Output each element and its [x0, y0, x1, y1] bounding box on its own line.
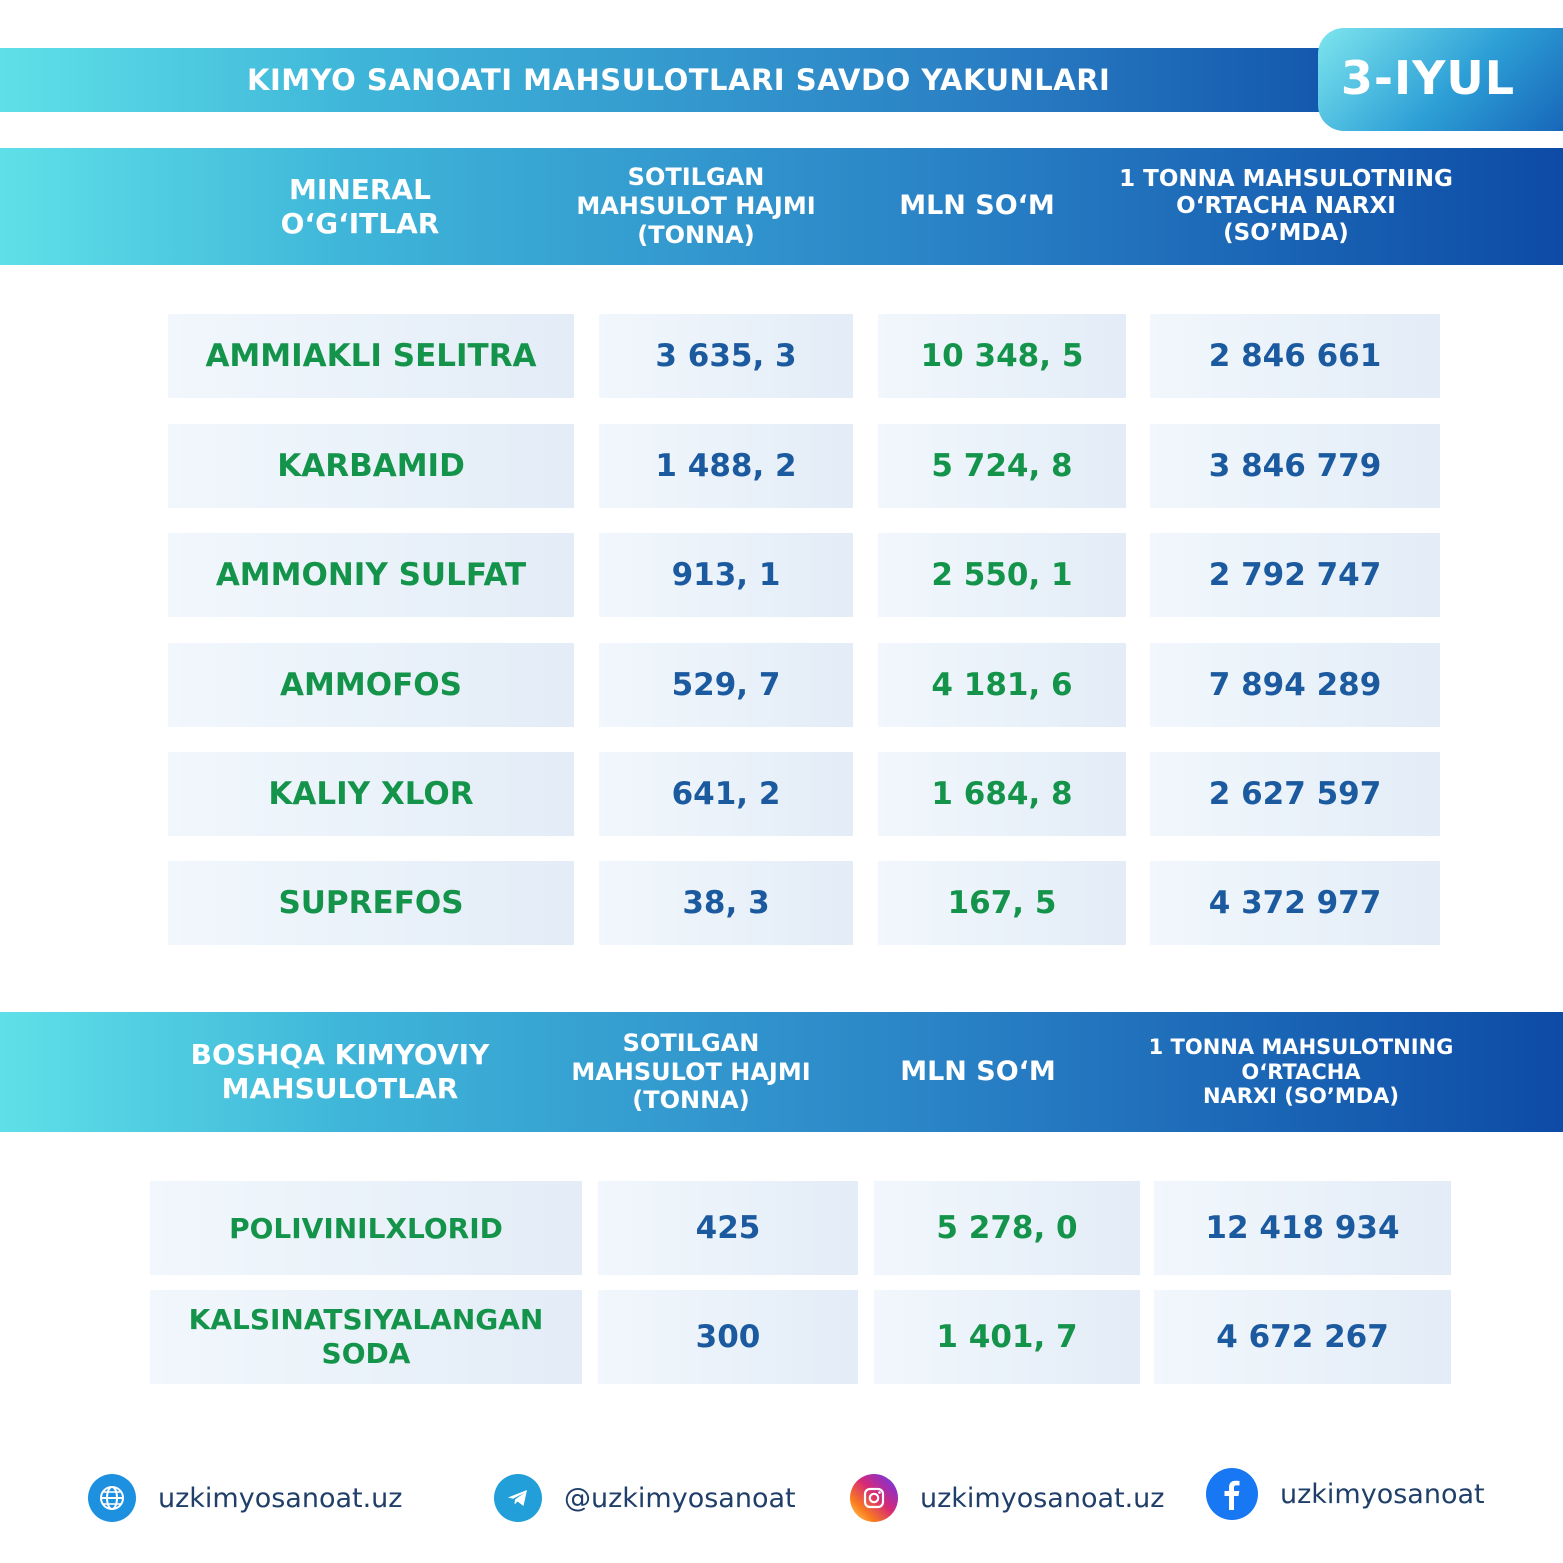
date-badge: 3-IYUL	[1318, 28, 1563, 131]
table2-col-price: 1 TONNA MAHSULOTNING O‘RTACHA NARXI (SO’…	[1148, 1034, 1454, 1109]
volume-cell: 300	[598, 1290, 858, 1384]
volume-cell: 641, 2	[599, 752, 853, 836]
footer-facebook[interactable]: uzkimyosanoat	[1206, 1466, 1485, 1522]
price-cell: 2 846 661	[1150, 314, 1440, 398]
table2-col-mln: MLN SO‘M	[900, 1055, 1056, 1087]
table2-header: BOSHQA KIMYOVIY MAHSULOTLAR SOTILGAN MAH…	[0, 1012, 1563, 1132]
telegram-icon	[494, 1474, 542, 1522]
footer-instagram[interactable]: uzkimyosanoat.uz	[850, 1470, 1164, 1526]
globe-icon	[88, 1474, 136, 1522]
product-name: SUPREFOS	[168, 861, 574, 945]
mln-cell: 2 550, 1	[878, 533, 1126, 617]
volume-cell: 38, 3	[599, 861, 853, 945]
mln-cell: 167, 5	[878, 861, 1126, 945]
mln-cell: 4 181, 6	[878, 643, 1126, 727]
price-cell: 12 418 934	[1154, 1181, 1451, 1275]
table1-header: MINERAL O‘G‘ITLAR SOTILGAN MAHSULOT HAJM…	[0, 148, 1563, 265]
product-name: KALIY XLOR	[168, 752, 574, 836]
instagram-link[interactable]: uzkimyosanoat.uz	[920, 1482, 1165, 1514]
title-bar	[0, 48, 1400, 112]
product-name: AMMONIY SULFAT	[168, 533, 574, 617]
price-cell: 2 627 597	[1150, 752, 1440, 836]
mln-cell: 1 684, 8	[878, 752, 1126, 836]
mln-cell: 5 278, 0	[874, 1181, 1140, 1275]
instagram-icon	[850, 1474, 898, 1522]
table2-col-name: BOSHQA KIMYOVIY MAHSULOTLAR	[190, 1038, 490, 1105]
website-link[interactable]: uzkimyosanoat.uz	[158, 1482, 403, 1514]
product-name: AMMOFOS	[168, 643, 574, 727]
table1-col-volume: SOTILGAN MAHSULOT HAJMI (TONNA)	[576, 163, 816, 249]
price-cell: 4 672 267	[1154, 1290, 1451, 1384]
telegram-link[interactable]: @uzkimyosanoat	[564, 1482, 796, 1514]
footer-telegram[interactable]: @uzkimyosanoat	[494, 1470, 796, 1526]
table1-col-name: MINERAL O‘G‘ITLAR	[280, 172, 440, 240]
mln-cell: 5 724, 8	[878, 424, 1126, 508]
mln-cell: 10 348, 5	[878, 314, 1126, 398]
footer-website[interactable]: uzkimyosanoat.uz	[88, 1470, 402, 1526]
facebook-icon	[1206, 1468, 1258, 1520]
volume-cell: 3 635, 3	[599, 314, 853, 398]
volume-cell: 425	[598, 1181, 858, 1275]
product-name: POLIVINILXLORID	[150, 1181, 582, 1275]
product-name: KALSINATSIYALANGAN SODA	[150, 1290, 582, 1384]
product-name: AMMIAKLI SELITRA	[168, 314, 574, 398]
price-cell: 3 846 779	[1150, 424, 1440, 508]
facebook-link[interactable]: uzkimyosanoat	[1280, 1478, 1485, 1510]
volume-cell: 1 488, 2	[599, 424, 853, 508]
price-cell: 2 792 747	[1150, 533, 1440, 617]
table2-col-volume: SOTILGAN MAHSULOT HAJMI (TONNA)	[571, 1028, 811, 1115]
price-cell: 7 894 289	[1150, 643, 1440, 727]
page-title: KIMYO SANOATI MAHSULOTLARI SAVDO YAKUNLA…	[247, 63, 1111, 97]
volume-cell: 529, 7	[599, 643, 853, 727]
mln-cell: 1 401, 7	[874, 1290, 1140, 1384]
table1-col-price: 1 TONNA MAHSULOTNING O‘RTACHA NARXI (SO’…	[1119, 165, 1453, 247]
table1-col-mln: MLN SO‘M	[899, 190, 1055, 222]
volume-cell: 913, 1	[599, 533, 853, 617]
product-name: KARBAMID	[168, 424, 574, 508]
price-cell: 4 372 977	[1150, 861, 1440, 945]
